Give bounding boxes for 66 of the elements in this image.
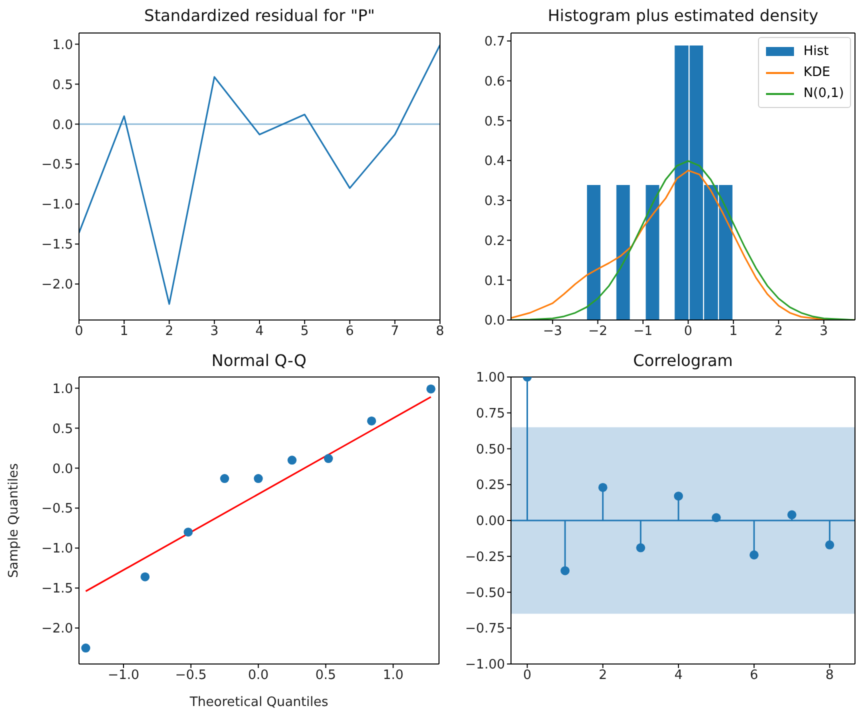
x-tick-label: 4 — [674, 668, 683, 684]
x-tick-label: 4 — [255, 324, 264, 340]
y-tick-label: 1.0 — [52, 382, 73, 397]
y-tick-label: −2.0 — [41, 278, 73, 293]
y-tick-label: 0.6 — [484, 74, 505, 90]
y-tick-label: −0.75 — [465, 622, 505, 637]
x-tick-label: 3 — [210, 324, 219, 340]
x-tick-label: 8 — [826, 668, 834, 684]
x-tick-label: 1 — [729, 324, 738, 340]
x-tick-label: 0.5 — [315, 668, 336, 684]
y-tick-label: −1.5 — [41, 238, 73, 253]
x-tick-label: 3 — [820, 324, 828, 340]
y-tick-label: 0.50 — [476, 442, 505, 458]
y-tick-label: 1.00 — [476, 370, 505, 386]
y-tick-label: 0.1 — [484, 274, 505, 289]
x-tick-label: 0 — [684, 324, 692, 340]
x-tick-label: 8 — [436, 324, 444, 340]
x-tick-label: 1.0 — [382, 668, 404, 684]
legend-label: KDE — [803, 65, 830, 80]
x-tick-label: −0.5 — [175, 668, 207, 684]
y-tick-label: 0.5 — [52, 422, 73, 437]
x-tick-label: −1 — [633, 324, 653, 340]
chart-title: Standardized residual for "P" — [143, 6, 376, 25]
chart-title: Correlogram — [632, 351, 734, 370]
y-tick-label: 0.5 — [52, 78, 73, 93]
y-tick-label: −0.50 — [465, 586, 505, 601]
y-tick-label: 0.0 — [52, 462, 73, 477]
x-tick-label: 2 — [774, 324, 783, 340]
y-tick-label: 0.5 — [484, 114, 505, 130]
x-tick-label: 1 — [120, 324, 128, 340]
y-tick-label: 0.25 — [476, 478, 505, 494]
y-axis-title: Sample Quantiles — [6, 462, 22, 578]
y-tick-label: 0.4 — [484, 154, 505, 170]
x-tick-label: 6 — [750, 668, 758, 684]
y-tick-label: −1.5 — [41, 582, 73, 597]
y-tick-label: 1.0 — [52, 38, 73, 53]
y-tick-label: −0.5 — [41, 502, 73, 517]
legend-label: Hist — [803, 44, 829, 59]
y-tick-label: −0.25 — [465, 550, 505, 565]
y-tick-label: 0.3 — [484, 194, 505, 210]
x-tick-label: −2 — [588, 324, 608, 340]
legend-label: N(0,1) — [803, 86, 844, 101]
x-tick-label: 2 — [165, 324, 174, 340]
x-tick-label: 7 — [390, 324, 400, 340]
x-tick-label: 0.0 — [248, 668, 269, 684]
chart-title: Histogram plus estimated density — [546, 6, 820, 25]
y-tick-label: −1.0 — [41, 542, 73, 557]
y-tick-label: −0.5 — [41, 158, 73, 173]
y-tick-label: 0.75 — [476, 406, 505, 422]
y-tick-label: 0.00 — [476, 514, 505, 530]
x-tick-label: 5 — [300, 324, 309, 340]
y-tick-label: 0.0 — [484, 314, 505, 329]
y-tick-label: −2.0 — [41, 622, 73, 637]
x-tick-label: 2 — [598, 668, 607, 684]
x-tick-label: 0 — [74, 324, 84, 340]
y-tick-label: 0.2 — [484, 234, 505, 249]
x-tick-label: 0 — [523, 668, 532, 684]
chart-title: Normal Q-Q — [210, 351, 308, 370]
x-tick-label: −3 — [543, 324, 562, 340]
x-tick-label: 6 — [346, 324, 354, 340]
y-tick-label: −1.0 — [41, 198, 73, 213]
x-axis-title: Theoretical Quantiles — [188, 695, 328, 709]
x-tick-label: −1.0 — [108, 668, 140, 684]
y-tick-label: 0.0 — [52, 118, 73, 133]
y-tick-label: 0.7 — [484, 34, 505, 50]
y-tick-label: −1.00 — [465, 658, 505, 673]
